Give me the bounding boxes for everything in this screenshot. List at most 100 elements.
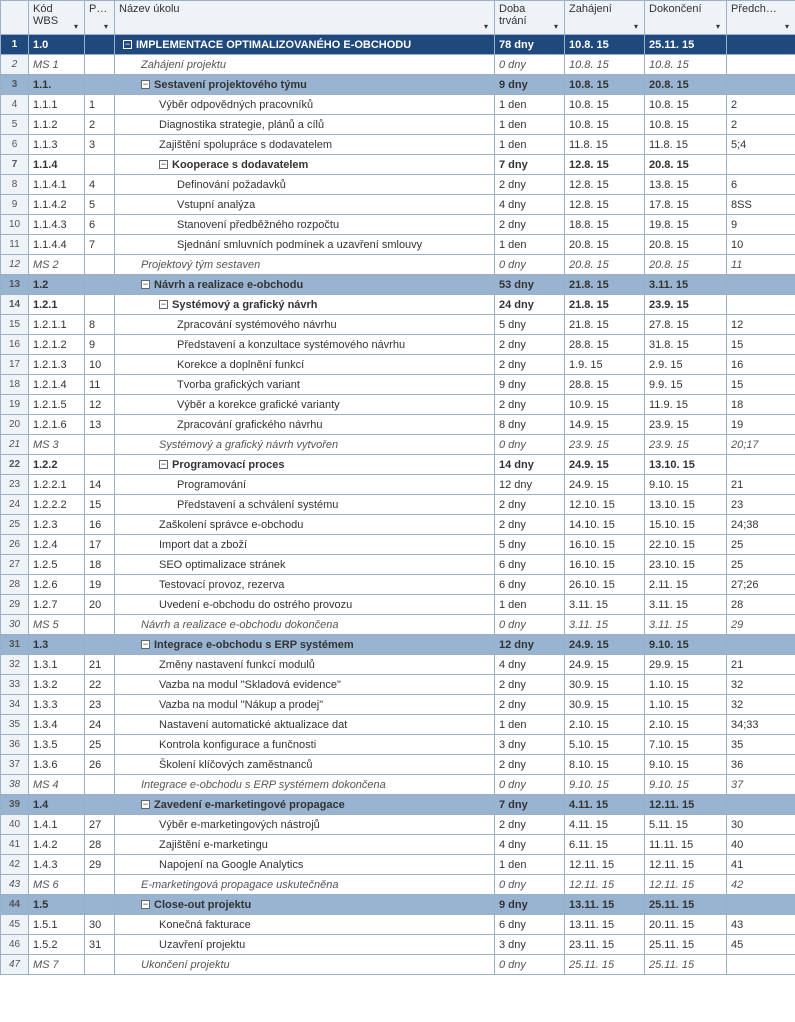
outline-toggle-icon[interactable]: −	[141, 280, 150, 289]
table-row[interactable]: 151.2.1.18Zpracování systémového návrhu5…	[1, 315, 795, 335]
header-dur[interactable]: Doba trvání▾	[495, 1, 565, 35]
table-row[interactable]: 61.1.33Zajištění spolupráce s dodavatele…	[1, 135, 795, 155]
cell-dur: 1 den	[495, 595, 565, 615]
table-row[interactable]: 351.3.424Nastavení automatické aktualiza…	[1, 715, 795, 735]
table-row[interactable]: 30MS 5Návrh a realizace e-obchodu dokonč…	[1, 615, 795, 635]
cell-pred: 15	[727, 375, 795, 395]
cell-end: 3.11. 15	[645, 595, 727, 615]
table-row[interactable]: 231.2.2.114Programování12 dny24.9. 159.1…	[1, 475, 795, 495]
table-row[interactable]: 401.4.127Výběr e-marketingových nástrojů…	[1, 815, 795, 835]
cell-pred: 18	[727, 395, 795, 415]
header-start[interactable]: Zahájení▾	[565, 1, 645, 35]
table-row[interactable]: 43MS 6E-marketingová propagace uskutečně…	[1, 875, 795, 895]
table-row[interactable]: 2MS 1Zahájení projektu0 dny10.8. 1510.8.…	[1, 55, 795, 75]
row-number: 10	[1, 215, 29, 235]
table-row[interactable]: 331.3.222Vazba na modul "Skladová eviden…	[1, 675, 795, 695]
table-row[interactable]: 38MS 4Integrace e-obchodu s ERP systémem…	[1, 775, 795, 795]
outline-toggle-icon[interactable]: −	[123, 40, 132, 49]
table-row[interactable]: 12MS 2Projektový tým sestaven0 dny20.8. …	[1, 255, 795, 275]
header-name[interactable]: Název úkolu▾	[115, 1, 495, 35]
outline-toggle-icon[interactable]: −	[141, 80, 150, 89]
table-row[interactable]: 111.1.4.47Sjednání smluvních podmínek a …	[1, 235, 795, 255]
task-name: Uvedení e-obchodu do ostrého provozu	[159, 599, 352, 611]
outline-toggle-icon[interactable]: −	[159, 460, 168, 469]
table-row[interactable]: 201.2.1.613Zpracování grafického návrhu8…	[1, 415, 795, 435]
table-row[interactable]: 171.2.1.310Korekce a doplnění funkcí2 dn…	[1, 355, 795, 375]
row-number: 38	[1, 775, 29, 795]
header-wbs[interactable]: Kód WBS▾	[29, 1, 85, 35]
cell-wbs: 1.4.2	[29, 835, 85, 855]
table-row[interactable]: 81.1.4.14Definování požadavků2 dny12.8. …	[1, 175, 795, 195]
table-row[interactable]: 411.4.228Zajištění e-marketingu4 dny6.11…	[1, 835, 795, 855]
table-row[interactable]: 101.1.4.36Stanovení předběžného rozpočtu…	[1, 215, 795, 235]
cell-po	[85, 615, 115, 635]
dropdown-icon[interactable]: ▾	[100, 20, 112, 32]
dropdown-icon[interactable]: ▾	[781, 20, 793, 32]
table-row[interactable]: 51.1.22Diagnostika strategie, plánů a cí…	[1, 115, 795, 135]
task-name: Představení a konzultace systémového náv…	[177, 339, 405, 351]
cell-end: 2.10. 15	[645, 715, 727, 735]
cell-start: 14.9. 15	[565, 415, 645, 435]
header-po[interactable]: Pc▾	[85, 1, 115, 35]
table-row[interactable]: 461.5.231Uzavření projektu3 dny23.11. 15…	[1, 935, 795, 955]
table-row[interactable]: 271.2.518SEO optimalizace stránek6 dny16…	[1, 555, 795, 575]
task-name: E-marketingová propagace uskutečněna	[141, 879, 339, 891]
table-row[interactable]: 281.2.619Testovací provoz, rezerva6 dny2…	[1, 575, 795, 595]
table-row[interactable]: 71.1.4−Kooperace s dodavatelem7 dny12.8.…	[1, 155, 795, 175]
table-row[interactable]: 451.5.130Konečná fakturace6 dny13.11. 15…	[1, 915, 795, 935]
dropdown-icon[interactable]: ▾	[630, 20, 642, 32]
cell-po	[85, 455, 115, 475]
table-row[interactable]: 131.2−Návrh a realizace e-obchodu53 dny2…	[1, 275, 795, 295]
table-row[interactable]: 361.3.525Kontrola konfigurace a funčnost…	[1, 735, 795, 755]
table-row[interactable]: 311.3−Integrace e-obchodu s ERP systémem…	[1, 635, 795, 655]
table-row[interactable]: 371.3.626Školení klíčových zaměstnanců2 …	[1, 755, 795, 775]
header-end[interactable]: Dokončení▾	[645, 1, 727, 35]
cell-dur: 2 dny	[495, 515, 565, 535]
dropdown-icon[interactable]: ▾	[550, 20, 562, 32]
table-row[interactable]: 321.3.121Změny nastavení funkcí modulů4 …	[1, 655, 795, 675]
table-row[interactable]: 391.4−Zavedení e-marketingové propagace7…	[1, 795, 795, 815]
table-row[interactable]: 11.0−IMPLEMENTACE OPTIMALIZOVANÉHO E-OBC…	[1, 35, 795, 55]
dropdown-icon[interactable]: ▾	[70, 20, 82, 32]
outline-toggle-icon[interactable]: −	[141, 800, 150, 809]
dropdown-icon[interactable]: ▾	[712, 20, 724, 32]
table-row[interactable]: 21MS 3Systémový a grafický návrh vytvoře…	[1, 435, 795, 455]
cell-name: Projektový tým sestaven	[115, 255, 495, 275]
table-row[interactable]: 91.1.4.25Vstupní analýza4 dny12.8. 1517.…	[1, 195, 795, 215]
table-row[interactable]: 161.2.1.29Představení a konzultace systé…	[1, 335, 795, 355]
cell-name: −Close-out projektu	[115, 895, 495, 915]
outline-toggle-icon[interactable]: −	[159, 160, 168, 169]
cell-pred: 32	[727, 695, 795, 715]
table-row[interactable]: 47MS 7Ukončení projektu0 dny25.11. 1525.…	[1, 955, 795, 975]
cell-wbs: 1.1.4	[29, 155, 85, 175]
table-row[interactable]: 191.2.1.512Výběr a korekce grafické vari…	[1, 395, 795, 415]
cell-pred: 30	[727, 815, 795, 835]
task-name: Nastavení automatické aktualizace dat	[159, 719, 347, 731]
table-row[interactable]: 141.2.1−Systémový a grafický návrh24 dny…	[1, 295, 795, 315]
table-row[interactable]: 251.2.316Zaškolení správce e-obchodu2 dn…	[1, 515, 795, 535]
cell-pred: 11	[727, 255, 795, 275]
dropdown-icon[interactable]: ▾	[480, 20, 492, 32]
row-number: 7	[1, 155, 29, 175]
table-row[interactable]: 31.1.−Sestavení projektového týmu9 dny10…	[1, 75, 795, 95]
row-number: 46	[1, 935, 29, 955]
header-pred[interactable]: Předchůdci▾	[727, 1, 795, 35]
outline-toggle-icon[interactable]: −	[159, 300, 168, 309]
cell-start: 10.8. 15	[565, 75, 645, 95]
outline-toggle-icon[interactable]: −	[141, 900, 150, 909]
table-row[interactable]: 341.3.323Vazba na modul "Nákup a prodej"…	[1, 695, 795, 715]
table-row[interactable]: 221.2.2−Programovací proces14 dny24.9. 1…	[1, 455, 795, 475]
table-row[interactable]: 241.2.2.215Představení a schválení systé…	[1, 495, 795, 515]
table-row[interactable]: 421.4.329Napojení na Google Analytics1 d…	[1, 855, 795, 875]
table-row[interactable]: 41.1.11Výběr odpovědných pracovníků1 den…	[1, 95, 795, 115]
table-row[interactable]: 261.2.417Import dat a zboží5 dny16.10. 1…	[1, 535, 795, 555]
task-name: Import dat a zboží	[159, 539, 247, 551]
cell-wbs: MS 7	[29, 955, 85, 975]
task-name: Výběr e-marketingových nástrojů	[159, 819, 320, 831]
table-row[interactable]: 441.5−Close-out projektu9 dny13.11. 1525…	[1, 895, 795, 915]
row-number: 28	[1, 575, 29, 595]
table-row[interactable]: 291.2.720Uvedení e-obchodu do ostrého pr…	[1, 595, 795, 615]
table-row[interactable]: 181.2.1.411Tvorba grafických variant9 dn…	[1, 375, 795, 395]
outline-toggle-icon[interactable]: −	[141, 640, 150, 649]
task-name: Zpracování systémového návrhu	[177, 319, 337, 331]
